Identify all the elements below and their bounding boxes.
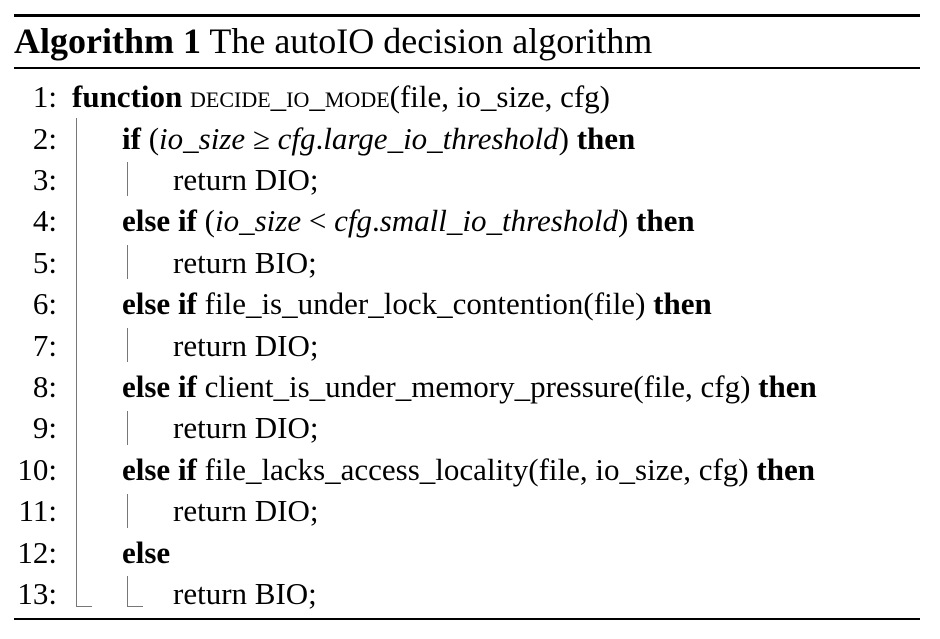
code-token: return BIO;	[173, 245, 317, 280]
line-code: else if file_lacks_access_locality(file,…	[122, 449, 815, 490]
line-number: 13:	[17, 576, 57, 611]
line-code: else if file_is_under_lock_contention(fi…	[122, 283, 712, 324]
code-token: file_is_under_lock_contention(file)	[196, 286, 654, 321]
code-token: client_is_under_memory_pressure(file, cf…	[196, 369, 759, 404]
keyword: if	[122, 121, 141, 156]
line-number: 6:	[32, 286, 57, 321]
if-block-guide-1	[127, 162, 128, 196]
if-block-guide-5	[127, 494, 128, 528]
line-code: if (io_size ≥ cfg.large_io_threshold) th…	[122, 118, 635, 159]
code-token: ≥	[245, 121, 278, 156]
line-number: 11:	[18, 493, 57, 528]
if-block-guide-4	[127, 411, 128, 445]
code-token: .	[315, 121, 324, 156]
code-token: )	[617, 203, 637, 238]
algorithm-title: The autoIO decision algorithm	[209, 21, 653, 61]
line-number: 10:	[17, 452, 57, 487]
keyword: then	[653, 286, 712, 321]
keyword: else if	[122, 369, 197, 404]
code-token: (	[196, 203, 215, 238]
code-token: io_size	[214, 203, 302, 238]
line-code: return DIO;	[173, 325, 318, 366]
line-number: 5:	[32, 245, 57, 280]
top-rule	[14, 14, 920, 17]
keyword: else if	[122, 286, 197, 321]
keyword: then	[636, 203, 695, 238]
code-token: return DIO;	[173, 410, 319, 445]
line-number: 4:	[32, 203, 57, 238]
procedure-name: decide_io_mode	[190, 79, 390, 114]
keyword: then	[758, 369, 817, 404]
code-token: .	[371, 203, 380, 238]
algorithm-caption: Algorithm 1 The autoIO decision algorith…	[14, 19, 652, 63]
line-number: 2:	[32, 121, 57, 156]
line-code: else	[122, 532, 170, 573]
code-token: return BIO;	[173, 576, 317, 611]
if-block-guide-3	[127, 328, 128, 362]
code-token: large_io_threshold	[323, 121, 559, 156]
else-block-guide-end	[127, 606, 143, 607]
caption-rule	[14, 67, 920, 69]
code-token: (file, io_size, cfg)	[389, 79, 611, 114]
keyword: else if	[122, 452, 197, 487]
code-token	[182, 79, 190, 114]
code-token: return DIO;	[173, 328, 319, 363]
line-number: 1:	[32, 79, 57, 114]
code-token: )	[558, 121, 577, 156]
line-number: 3:	[32, 162, 57, 197]
function-block-guide	[76, 118, 77, 606]
code-token: cfg	[277, 121, 316, 156]
keyword: then	[756, 452, 815, 487]
code-token: io_size	[159, 121, 246, 156]
line-code: return BIO;	[173, 573, 317, 614]
code-token: return DIO;	[173, 162, 319, 197]
line-code: else if client_is_under_memory_pressure(…	[122, 366, 817, 407]
keyword: else if	[122, 203, 197, 238]
line-code: return DIO;	[173, 490, 318, 531]
keyword: else	[122, 535, 171, 570]
else-block-guide	[127, 576, 128, 606]
line-number: 8:	[32, 369, 57, 404]
line-code: return BIO;	[173, 242, 317, 283]
algorithm-label: Algorithm 1	[14, 21, 201, 61]
line-number: 7:	[32, 328, 57, 363]
keyword: then	[576, 121, 636, 156]
code-token: return DIO;	[173, 493, 319, 528]
line-code: return DIO;	[173, 159, 318, 200]
code-token: <	[301, 203, 335, 238]
keyword: function	[72, 79, 183, 114]
code-token: (	[140, 121, 160, 156]
line-code: else if (io_size < cfg.small_io_threshol…	[122, 200, 695, 241]
line-number: 12:	[17, 535, 57, 570]
if-block-guide-2	[127, 245, 128, 279]
code-token: small_io_threshold	[379, 203, 618, 238]
function-block-guide-end	[76, 606, 92, 607]
code-token: cfg	[334, 203, 372, 238]
line-number: 9:	[32, 410, 57, 445]
bottom-rule	[14, 618, 920, 620]
code-token: file_lacks_access_locality(file, io_size…	[196, 452, 757, 487]
line-code: return DIO;	[173, 407, 318, 448]
line-code: function decide_io_mode(file, io_size, c…	[72, 76, 610, 117]
